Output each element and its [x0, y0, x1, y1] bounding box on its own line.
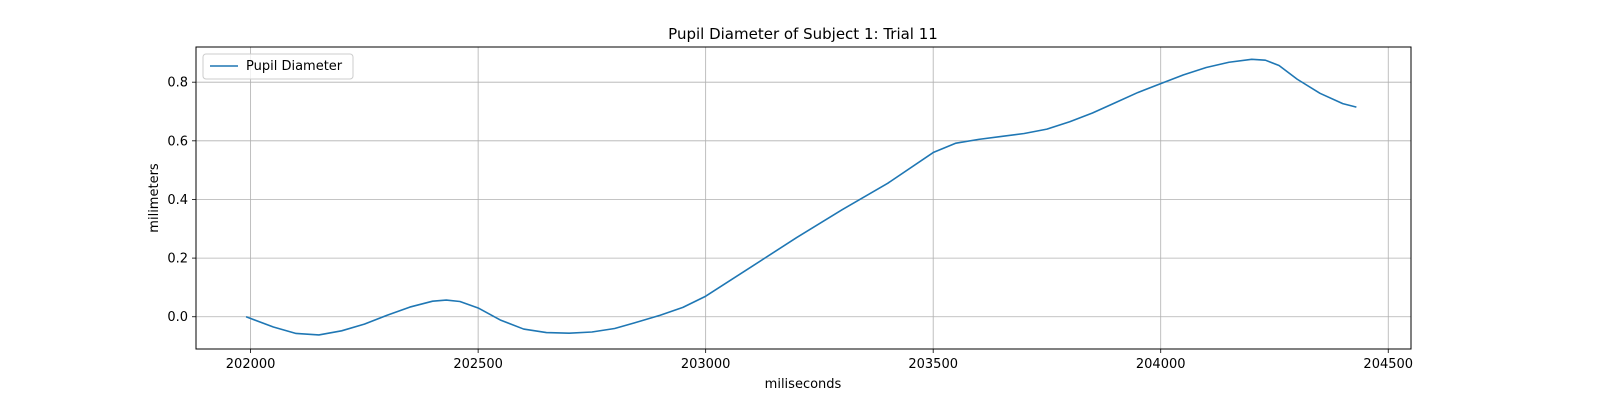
x-tick-label: 204000	[1136, 357, 1186, 372]
plot-frame	[195, 46, 1412, 350]
x-axis-label: miliseconds	[765, 377, 842, 392]
y-tick-label: 0.8	[167, 76, 188, 91]
ticks: 202000 202500 203000 203500 204000 204500 0.0 0…	[167, 76, 1413, 372]
y-axis-label: milimeters	[147, 163, 162, 233]
series-line-pupil-diameter	[245, 58, 1357, 336]
legend: Pupil Diameter	[202, 53, 354, 80]
y-tick-label: 0.6	[167, 134, 188, 149]
x-tick-label: 202000	[226, 357, 276, 372]
chart-title: Pupil Diameter of Subject 1: Trial 11	[668, 25, 938, 43]
y-tick-label: 0.2	[167, 252, 188, 267]
x-tick-label: 204500	[1363, 357, 1413, 372]
x-tick-label: 203000	[681, 357, 731, 372]
x-tick-label: 202500	[453, 357, 503, 372]
x-tick-label: 203500	[908, 357, 958, 372]
legend-label: Pupil Diameter	[246, 59, 343, 74]
legend-box	[202, 53, 354, 80]
grid	[196, 47, 1411, 349]
y-tick-label: 0.4	[167, 193, 188, 208]
y-tick-label: 0.0	[167, 310, 188, 325]
series-layer	[245, 58, 1357, 336]
